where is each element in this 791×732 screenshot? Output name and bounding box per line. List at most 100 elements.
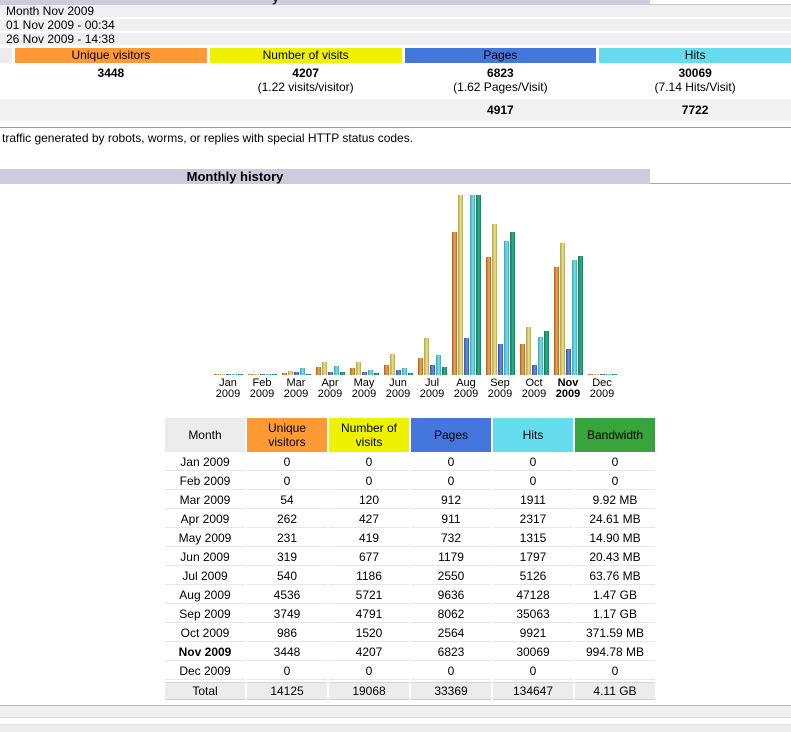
chart-bar: [383, 365, 389, 375]
monthly-table-row: Jun 2009 319 677 1179 1797 20.43 MB: [165, 549, 655, 566]
chart-bar: [531, 365, 537, 375]
monthly-table-cell: 9921: [493, 625, 573, 642]
summary-value-ratio: (1.62 Pages/Visit): [453, 80, 548, 94]
monthly-table-cell: May 2009: [165, 530, 245, 547]
chart-month-group: [585, 195, 619, 375]
chart-bar: [519, 344, 525, 375]
summary-value-number: 4207: [292, 66, 319, 80]
chart-bar: [525, 327, 531, 375]
monthly-table-cell: 4536: [247, 587, 327, 604]
monthly-table-cell: Sep 2009: [165, 606, 245, 623]
chart-bar: [395, 370, 401, 375]
summary-value-number: 30069: [678, 66, 712, 80]
monthly-table-cell: 30069: [493, 644, 573, 661]
monthly-table-cell: 1797: [493, 549, 573, 566]
bottom-edge-band: [0, 724, 791, 732]
summary-bottom-divider: [0, 127, 791, 128]
monthly-table-cell: 0: [493, 473, 573, 490]
monthly-table-cell: 134647: [493, 682, 573, 700]
monthly-table-cell: 14125: [247, 682, 327, 700]
monthly-table-header-cell: Unique visitors: [247, 418, 327, 452]
monthly-table-cell: 0: [411, 454, 491, 471]
monthly-table-cell: Jan 2009: [165, 454, 245, 471]
monthly-table-header-cell: Hits: [493, 418, 573, 452]
chart-bar: [367, 370, 373, 375]
monthly-table-cell: Feb 2009: [165, 473, 245, 490]
chart-bar: [593, 374, 599, 375]
monthly-table-cell: 231: [247, 530, 327, 547]
monthly-table-cell: 4791: [329, 606, 409, 623]
chart-bar: [475, 195, 481, 375]
chart-bar: [247, 374, 253, 375]
monthly-table-cell: 1.17 GB: [575, 606, 655, 623]
chart-bar: [333, 366, 339, 375]
monthly-table-row: Feb 2009 0 0 0 0 0: [165, 473, 655, 490]
chart-bar: [435, 355, 441, 375]
clipped-top-title-bar-right: [650, 0, 791, 5]
monthly-history-chart-labels: Jan 2009 Feb 2009 Mar 2009 Apr 2009 May 2009 Jun 20…: [211, 378, 791, 400]
monthly-table-cell: 540: [247, 568, 327, 585]
monthly-table-cell: Jun 2009: [165, 549, 245, 566]
monthly-table-body: Jan 2009 0 0 0 0 0 Feb 2009 0 0 0 0 0 Mar 2009 54 120 9…: [165, 454, 655, 700]
monthly-table-cell: 5721: [329, 587, 409, 604]
chart-bar: [485, 257, 491, 375]
chart-bar: [543, 331, 549, 375]
monthly-table-cell: Oct 2009: [165, 625, 245, 642]
monthly-table-cell: Apr 2009: [165, 511, 245, 528]
chart-bar: [451, 232, 457, 375]
monthly-table-row: Jan 2009 0 0 0 0 0: [165, 454, 655, 471]
chart-bar: [599, 374, 605, 375]
monthly-table-cell: 994.78 MB: [575, 644, 655, 661]
summary-column-header: Pages: [404, 48, 597, 63]
monthly-table-cell: 427: [329, 511, 409, 528]
monthly-table-total-row: Total 14125 19068 33369 134647 4.11 GB: [165, 682, 655, 700]
monthly-table-cell: 0: [247, 454, 327, 471]
summary-not-viewed-value: [15, 99, 207, 121]
chart-bar: [293, 372, 299, 375]
summary-value-ratio: (7.14 Hits/Visit): [654, 80, 736, 94]
chart-month-group: [279, 195, 313, 375]
chart-bar: [587, 374, 593, 375]
monthly-table-row: Aug 2009 4536 5721 9636 47128 1.47 GB: [165, 587, 655, 604]
monthly-table-cell: 1186: [329, 568, 409, 585]
monthly-table-cell: 3749: [247, 606, 327, 623]
summary-value-number: 6823: [487, 66, 514, 80]
chart-month-group: [347, 195, 381, 375]
monthly-table-cell: 14.90 MB: [575, 530, 655, 547]
monthly-table-cell: 0: [411, 663, 491, 680]
chart-bar: [429, 365, 435, 375]
monthly-table-cell: 2550: [411, 568, 491, 585]
chart-bar: [565, 349, 571, 375]
monthly-table-cell: 0: [247, 473, 327, 490]
chart-bar: [441, 367, 447, 375]
chart-bar: [457, 195, 463, 375]
chart-bar: [315, 367, 321, 375]
monthly-table-header-cell: Bandwidth: [575, 418, 655, 452]
chart-month-label: May 2009: [351, 377, 377, 400]
chart-bar: [299, 368, 305, 375]
chart-bar: [271, 374, 277, 375]
summary-viewed-traffic-row: 3448 4207 (1.22 visits/visitor) 6823 (1.62 P…: [0, 66, 791, 96]
chart-bar: [265, 374, 271, 375]
clipped-top-title-bar: y: [0, 0, 791, 5]
monthly-table-cell: 3448: [247, 644, 327, 661]
chart-bar: [253, 374, 259, 375]
monthly-table-cell: 986: [247, 625, 327, 642]
summary-column-header: Unique visitors: [15, 48, 207, 63]
monthly-history-header-bar: Monthly history: [0, 169, 791, 184]
monthly-table-cell: 0: [411, 473, 491, 490]
monthly-table-cell: 1315: [493, 530, 573, 547]
summary-not-viewed-value: 7722: [681, 103, 709, 117]
monthly-table-row: Apr 2009 262 427 911 2317 24.61 MB: [165, 511, 655, 528]
clipped-title-text-fragment: y: [272, 0, 279, 5]
summary-value-number: 3448: [97, 66, 125, 80]
monthly-history-chart: [211, 195, 791, 375]
chart-month-group: [313, 195, 347, 375]
chart-bar: [355, 362, 361, 375]
monthly-table-cell: 1.47 GB: [575, 587, 655, 604]
monthly-table-cell: 0: [575, 454, 655, 471]
chart-bar: [537, 337, 543, 375]
monthly-table-header-row: Month Unique visitors Number of visits Page…: [165, 418, 655, 452]
monthly-table-cell: 47128: [493, 587, 573, 604]
summary-column-value: 4207 (1.22 visits/visitor): [210, 66, 402, 96]
